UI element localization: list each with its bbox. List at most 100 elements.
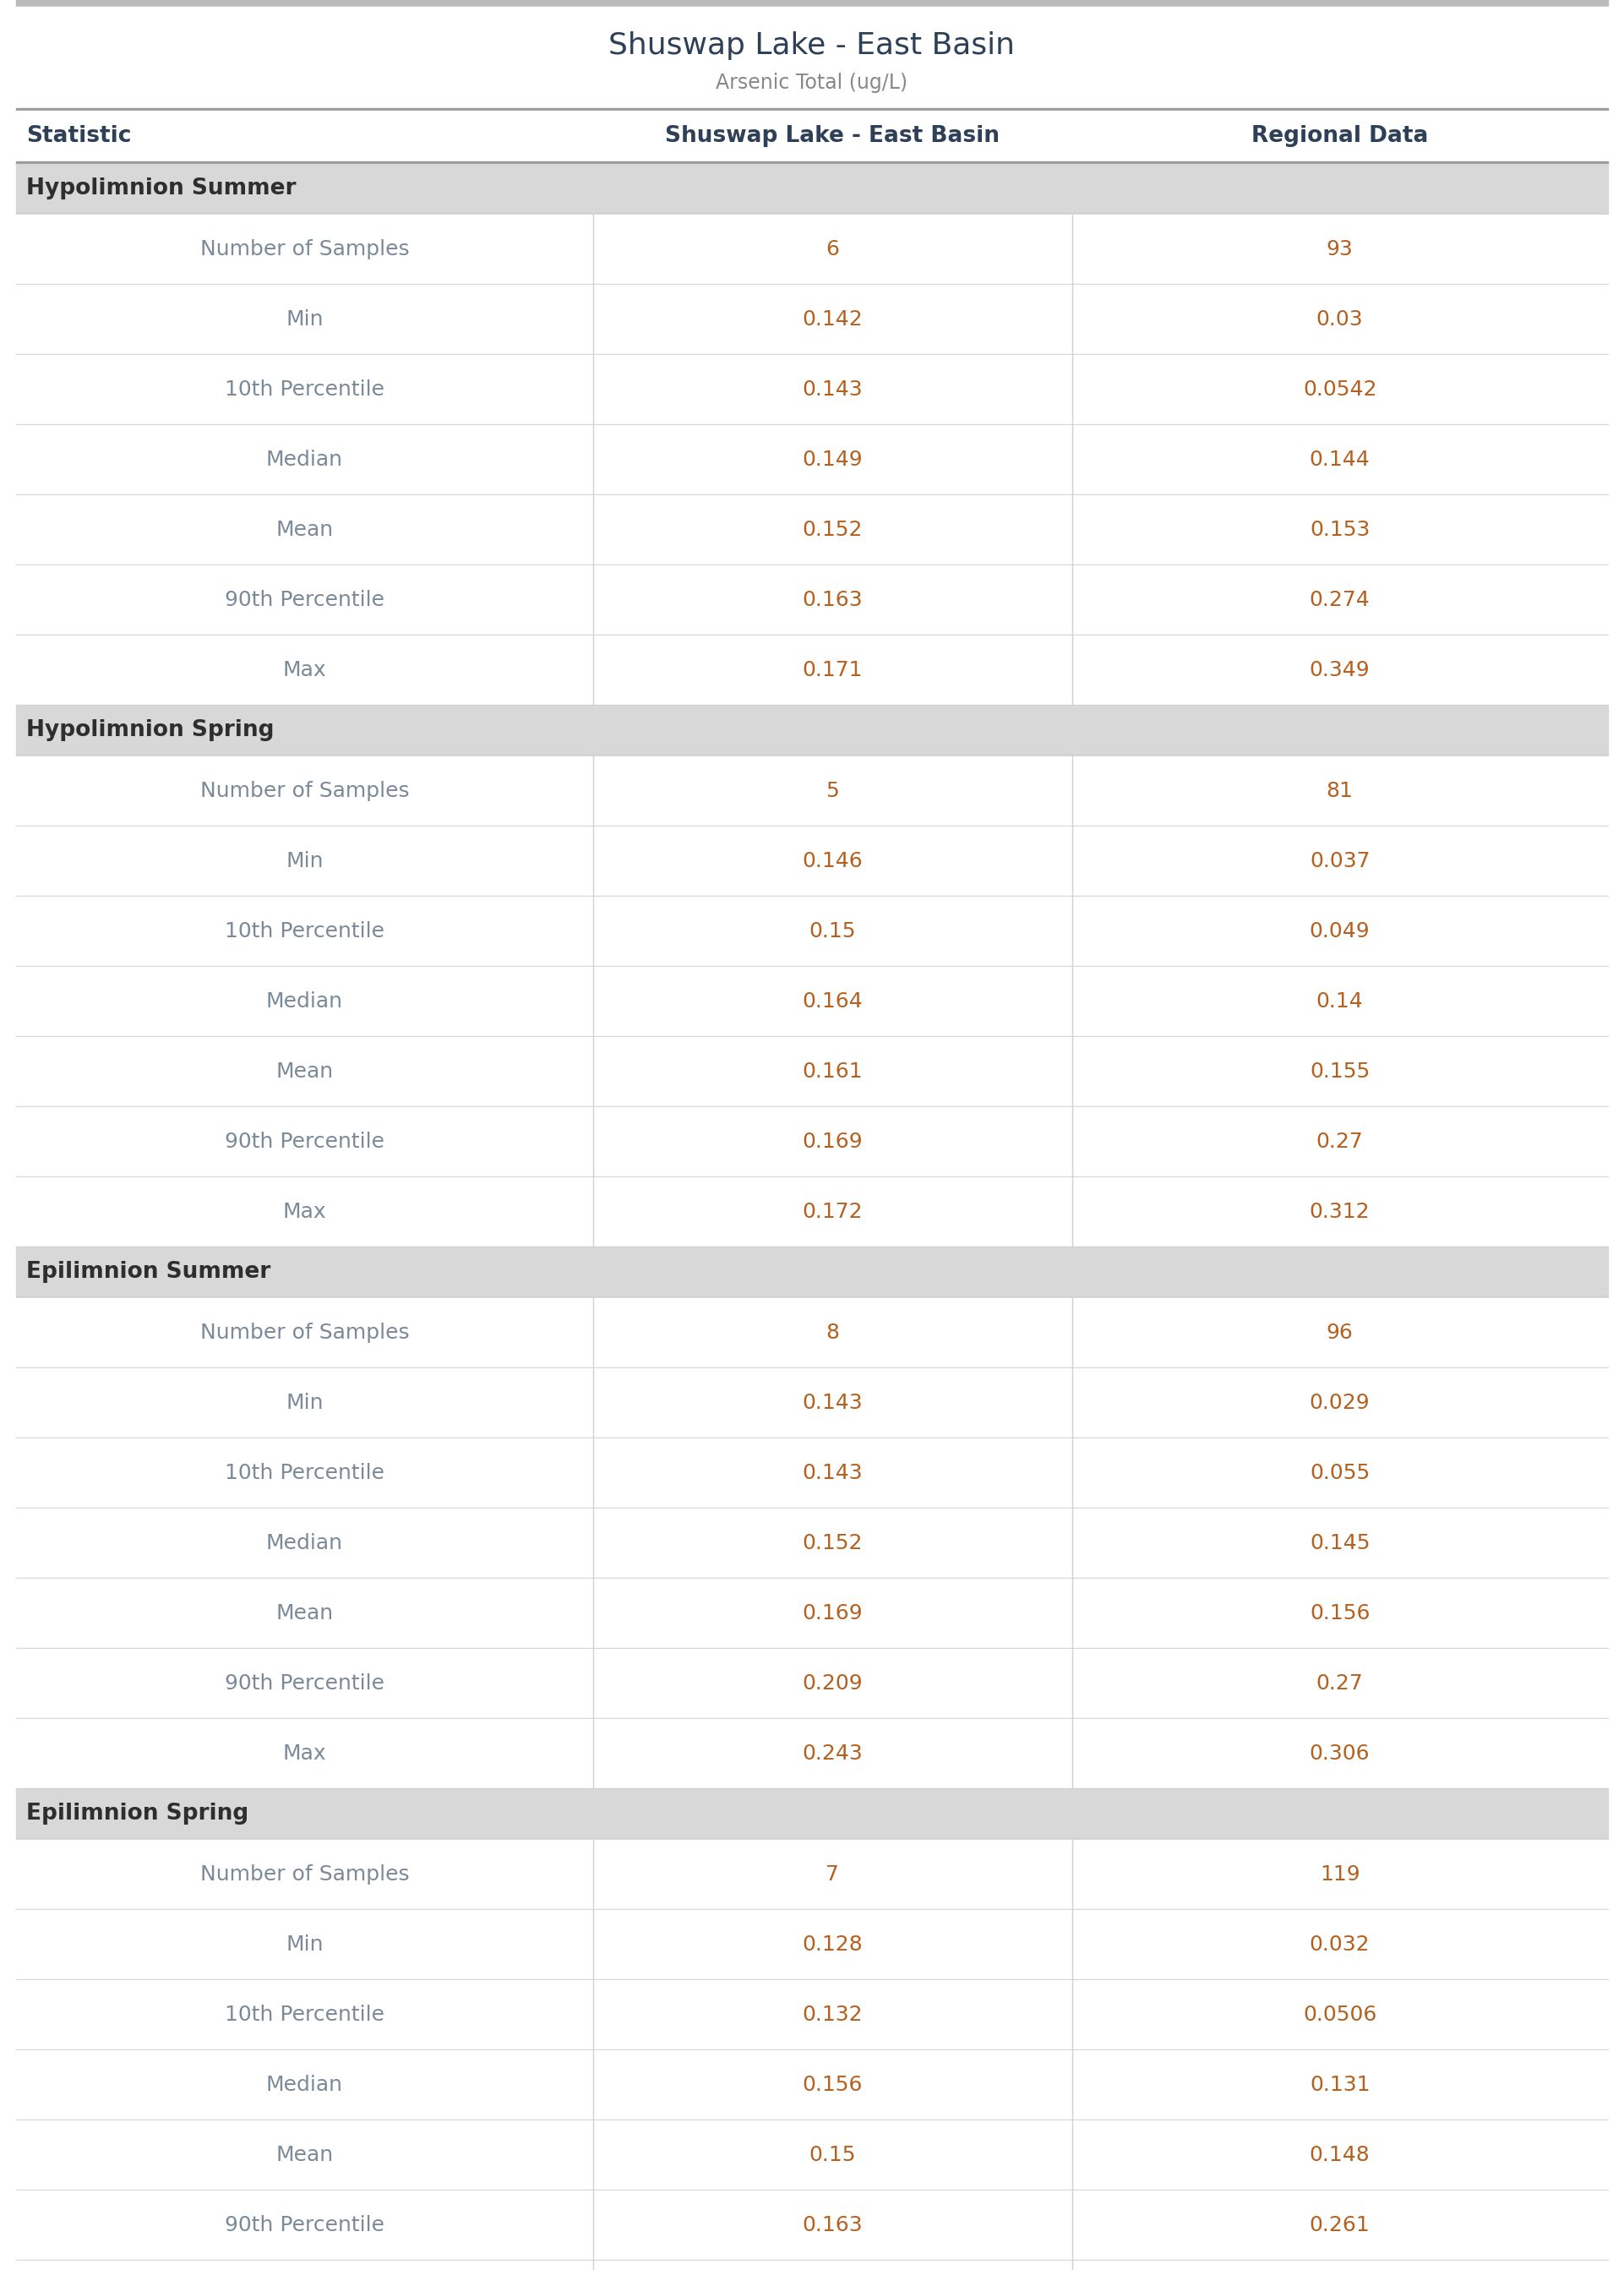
Text: 0.146: 0.146	[802, 851, 862, 872]
Text: 0.27: 0.27	[1315, 1673, 1364, 1693]
Text: 0.171: 0.171	[802, 661, 862, 681]
Text: Epilimnion Spring: Epilimnion Spring	[26, 1802, 248, 1825]
Text: Mean: Mean	[276, 1062, 333, 1083]
Text: 0.172: 0.172	[802, 1201, 862, 1221]
Text: 10th Percentile: 10th Percentile	[224, 1462, 385, 1482]
Text: 93: 93	[1327, 238, 1353, 259]
Text: 0.312: 0.312	[1309, 1201, 1371, 1221]
Text: Number of Samples: Number of Samples	[200, 1864, 409, 1884]
Text: 96: 96	[1327, 1323, 1353, 1344]
Text: 0.143: 0.143	[802, 1394, 862, 1412]
Text: 0.349: 0.349	[1309, 661, 1371, 681]
Text: 8: 8	[825, 1323, 840, 1344]
Text: Shuswap Lake - East Basin: Shuswap Lake - East Basin	[664, 125, 1000, 148]
Text: Max: Max	[283, 661, 326, 681]
Bar	[16, 1037, 1608, 1105]
Bar	[16, 1298, 1608, 1367]
Text: Min: Min	[286, 309, 323, 329]
Text: 0.169: 0.169	[802, 1603, 862, 1623]
Bar	[16, 1789, 1608, 1839]
Text: 0.15: 0.15	[809, 2145, 856, 2166]
Text: 0.152: 0.152	[802, 520, 862, 540]
Bar	[16, 495, 1608, 565]
Bar	[16, 1578, 1608, 1648]
Text: Median: Median	[266, 992, 343, 1012]
Text: 0.049: 0.049	[1309, 922, 1371, 942]
Bar	[16, 163, 1608, 213]
Text: 0.143: 0.143	[802, 379, 862, 400]
Bar	[16, 897, 1608, 967]
Text: 0.029: 0.029	[1309, 1394, 1371, 1412]
Text: 0.149: 0.149	[802, 449, 862, 470]
Text: Max: Max	[283, 1743, 326, 1764]
Text: 7: 7	[825, 1864, 840, 1884]
Text: 0.27: 0.27	[1315, 1133, 1364, 1151]
Text: 0.145: 0.145	[1309, 1532, 1371, 1553]
Text: 10th Percentile: 10th Percentile	[224, 2004, 385, 2025]
Text: 0.156: 0.156	[1309, 1603, 1371, 1623]
Text: 10th Percentile: 10th Percentile	[224, 379, 385, 400]
Bar	[16, 1369, 1608, 1437]
Bar	[16, 1510, 1608, 1578]
Text: Median: Median	[266, 2075, 343, 2095]
Text: 0.055: 0.055	[1309, 1462, 1371, 1482]
Text: 0.153: 0.153	[1309, 520, 1371, 540]
Text: 0.142: 0.142	[802, 309, 862, 329]
Text: 0.143: 0.143	[802, 1462, 862, 1482]
Text: Number of Samples: Number of Samples	[200, 781, 409, 801]
Bar	[16, 1718, 1608, 1789]
Bar	[16, 1839, 1608, 1909]
Text: 0.14: 0.14	[1315, 992, 1364, 1012]
Text: 0.0542: 0.0542	[1302, 379, 1377, 400]
Text: 5: 5	[825, 781, 840, 801]
Bar	[16, 1439, 1608, 1507]
Text: Hypolimnion Summer: Hypolimnion Summer	[26, 177, 296, 200]
Text: Min: Min	[286, 1394, 323, 1412]
Text: 0.169: 0.169	[802, 1133, 862, 1151]
Bar	[16, 109, 1608, 111]
Text: 0.163: 0.163	[802, 590, 862, 611]
Text: 10th Percentile: 10th Percentile	[224, 922, 385, 942]
Text: Min: Min	[286, 851, 323, 872]
Text: 0.209: 0.209	[802, 1673, 862, 1693]
Text: Median: Median	[266, 1532, 343, 1553]
Text: 0.128: 0.128	[802, 1934, 862, 1954]
Bar	[16, 636, 1608, 704]
Bar	[16, 354, 1608, 424]
Bar	[16, 967, 1608, 1035]
Bar	[16, 756, 1608, 826]
Bar	[16, 111, 1608, 161]
Text: 90th Percentile: 90th Percentile	[224, 590, 385, 611]
Text: 0.144: 0.144	[1309, 449, 1371, 470]
Text: 0.03: 0.03	[1317, 309, 1363, 329]
Text: Shuswap Lake - East Basin: Shuswap Lake - East Basin	[609, 32, 1015, 59]
Text: 0.037: 0.037	[1309, 851, 1371, 872]
Bar	[16, 1108, 1608, 1176]
Text: Statistic: Statistic	[26, 125, 132, 148]
Text: 0.131: 0.131	[1309, 2075, 1371, 2095]
Text: 119: 119	[1320, 1864, 1359, 1884]
Bar	[16, 1648, 1608, 1718]
Bar	[16, 2261, 1608, 2270]
Text: 90th Percentile: 90th Percentile	[224, 1673, 385, 1693]
Text: Median: Median	[266, 449, 343, 470]
Text: 90th Percentile: 90th Percentile	[224, 2216, 385, 2236]
Bar	[16, 1909, 1608, 1979]
Text: Max: Max	[283, 1201, 326, 1221]
Text: 0.164: 0.164	[802, 992, 862, 1012]
Text: Arsenic Total (ug/L): Arsenic Total (ug/L)	[716, 73, 908, 93]
Text: 0.163: 0.163	[802, 2216, 862, 2236]
Bar	[16, 2050, 1608, 2120]
Text: Number of Samples: Number of Samples	[200, 1323, 409, 1344]
Text: 0.161: 0.161	[802, 1062, 862, 1083]
Bar	[16, 1249, 1608, 1296]
Text: 0.155: 0.155	[1309, 1062, 1371, 1083]
Bar	[16, 0, 1608, 7]
Bar	[16, 706, 1608, 754]
Text: 0.15: 0.15	[809, 922, 856, 942]
Text: 0.243: 0.243	[802, 1743, 862, 1764]
Text: 0.152: 0.152	[802, 1532, 862, 1553]
Bar	[16, 1178, 1608, 1246]
Text: 0.261: 0.261	[1309, 2216, 1371, 2236]
Text: 0.306: 0.306	[1309, 1743, 1371, 1764]
